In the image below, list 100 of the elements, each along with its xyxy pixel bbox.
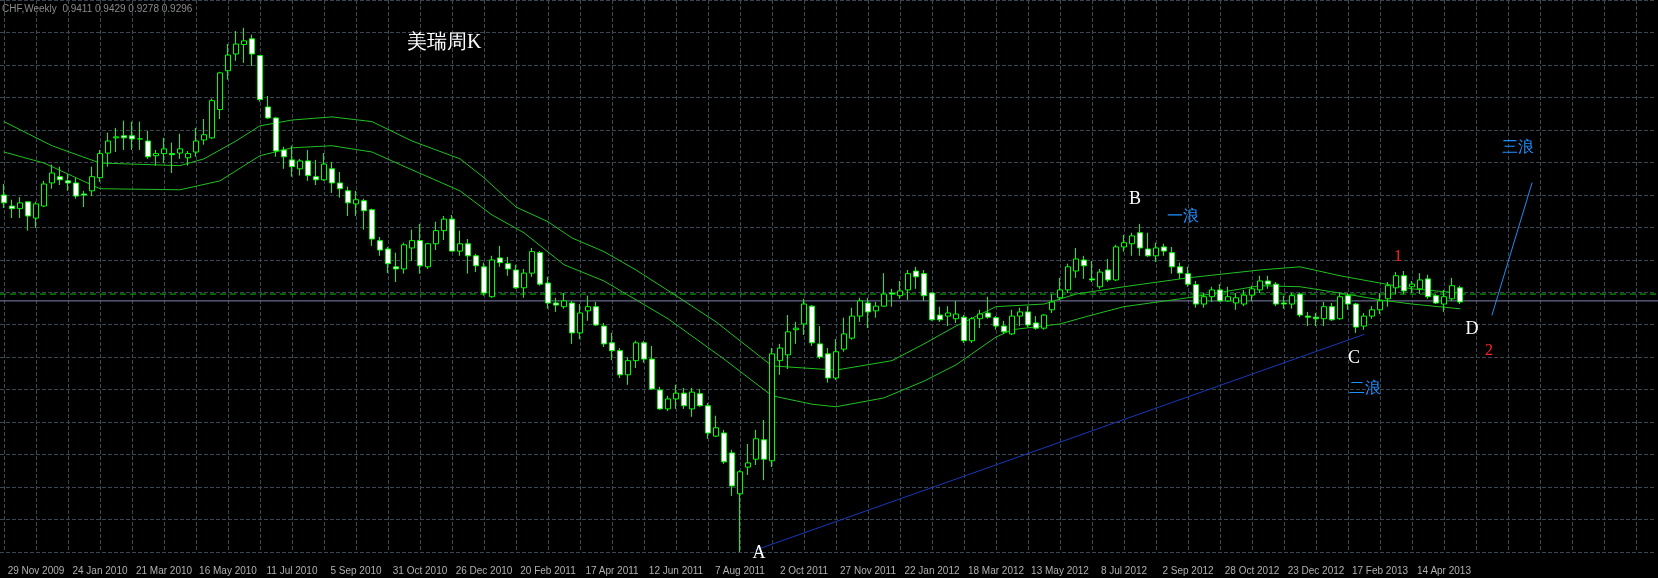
candlestick: [657, 386, 663, 411]
candlestick: [1017, 307, 1023, 327]
candlestick: [1161, 243, 1167, 257]
candlestick: [921, 269, 927, 302]
x-tick-label: 5 Sep 2010: [330, 564, 383, 576]
candlestick: [161, 137, 167, 164]
candlestick: [841, 317, 847, 353]
candlestick: [1313, 312, 1319, 327]
candlestick: [49, 164, 55, 190]
x-tick-label: 17 Feb 2013: [1351, 564, 1409, 576]
candlestick: [785, 314, 791, 370]
candlestick: [905, 269, 911, 301]
candlestick: [1121, 234, 1127, 253]
candlestick: [537, 250, 543, 287]
annotation: B: [1128, 187, 1142, 208]
x-tick-label: 16 May 2010: [199, 564, 258, 576]
x-tick-label: 11 Jul 2010: [266, 564, 318, 576]
candlestick: [881, 272, 887, 308]
candlestick: [1457, 285, 1463, 305]
candlestick: [985, 296, 991, 320]
annotation: 1: [1394, 246, 1402, 264]
candlestick: [1449, 277, 1455, 302]
candlestick: [193, 127, 199, 158]
candlestick: [545, 276, 551, 310]
candlestick: [1393, 271, 1399, 295]
candlestick: [1049, 293, 1055, 314]
candlestick: [409, 229, 415, 262]
candlestick: [465, 238, 471, 275]
candlestick: [745, 443, 751, 476]
candlestick: [1289, 292, 1295, 310]
candlestick: [1177, 262, 1183, 280]
candlestick: [913, 266, 919, 290]
candlestick: [553, 297, 559, 313]
candlestick: [825, 347, 831, 384]
x-tick-label: 28 Oct 2012: [1224, 564, 1280, 576]
x-tick-label: 12 Jun 2011: [648, 564, 704, 576]
x-tick-label: 26 Dec 2010: [455, 564, 513, 576]
candlestick: [1385, 281, 1391, 308]
candlestick: [697, 388, 703, 408]
candlestick: [953, 300, 959, 324]
candlestick: [873, 301, 879, 319]
candlestick: [1441, 289, 1447, 313]
candlestick: [673, 384, 679, 410]
candlestick: [1305, 311, 1311, 327]
candlestick: [145, 130, 151, 160]
candlestick: [721, 429, 727, 465]
candlestick: [1401, 270, 1407, 295]
candlestick: [457, 230, 463, 257]
candlestick: [257, 55, 263, 103]
candlestick: [33, 201, 39, 229]
candlestick: [273, 116, 279, 158]
candlestick: [1329, 302, 1335, 322]
candlestick: [65, 173, 71, 192]
candlestick: [1241, 289, 1247, 307]
candlestick: [265, 95, 271, 120]
candlestick: [185, 150, 191, 167]
candlestick: [593, 301, 599, 327]
candlestick: [17, 196, 23, 219]
candlestick: [209, 98, 215, 140]
candlestick: [201, 118, 207, 146]
candlestick: [1041, 313, 1047, 331]
candlestick: [1257, 275, 1263, 294]
x-tick-label: 31 Oct 2010: [392, 564, 448, 576]
annotation: A: [752, 542, 766, 562]
candlestick: [1081, 255, 1087, 280]
candlestick: [689, 387, 695, 418]
candlestick: [305, 149, 311, 182]
candlestick: [73, 177, 79, 200]
candlestick: [425, 242, 431, 270]
candlestick: [617, 347, 623, 379]
candlestick: [233, 30, 239, 62]
candlestick: [385, 246, 391, 274]
annotation: 三浪: [1502, 137, 1534, 155]
candlestick: [1201, 292, 1207, 309]
candlestick: [585, 295, 591, 322]
candlestick: [993, 315, 999, 331]
candlestick: [1185, 266, 1191, 288]
annotation: 2: [1485, 340, 1493, 358]
candlestick: [153, 149, 159, 167]
candlestick: [1065, 263, 1071, 294]
candlestick: [625, 356, 631, 386]
candlestick: [249, 34, 255, 67]
x-tick-label: 2 Oct 2011: [779, 564, 829, 576]
candlestick: [1345, 292, 1351, 311]
candlestick: [9, 199, 15, 219]
candlestick: [449, 214, 455, 253]
candlestick: [793, 321, 799, 345]
candlestick: [753, 429, 759, 466]
candlestick: [217, 71, 223, 120]
annotation: 二浪: [1349, 378, 1381, 396]
candlestick: [1425, 274, 1431, 300]
candlestick: [809, 304, 815, 347]
candlestick: [113, 127, 119, 153]
candlestick: [569, 300, 575, 345]
candlestick: [241, 27, 247, 64]
candlestick: [937, 306, 943, 323]
candlestick: [1337, 292, 1343, 321]
x-tick-label: 27 Nov 2011: [840, 564, 897, 576]
x-tick-label: 22 Jan 2012: [904, 564, 960, 576]
x-tick-label: 8 Jul 2012: [1100, 564, 1148, 576]
